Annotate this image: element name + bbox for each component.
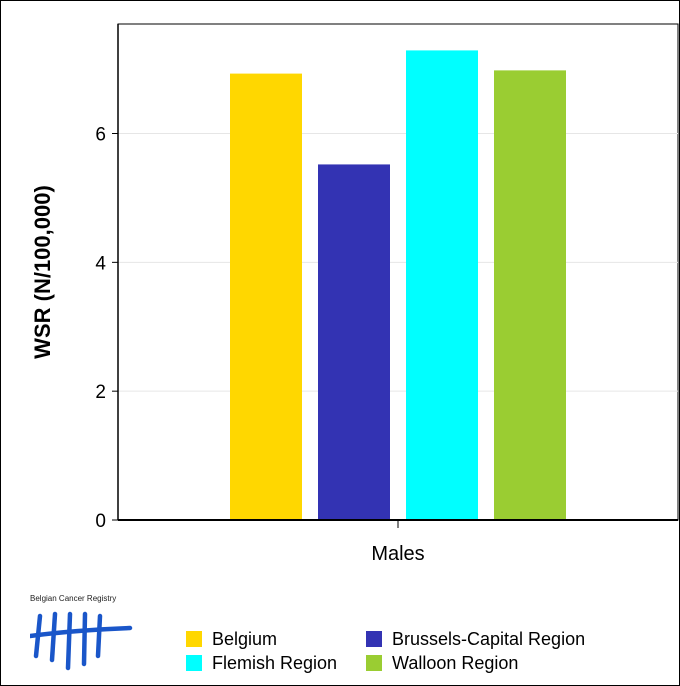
bar-walloon-region [494,70,566,521]
legend-label: Brussels-Capital Region [392,628,586,649]
logo-text: Belgian Cancer Registry [30,594,117,603]
legend-item-walloon: Walloon Region [366,652,518,674]
tally-marks-icon [30,611,133,671]
legend: Belgium Brussels-Capital Region Flemish … [186,628,626,676]
bar-belgium [230,73,302,520]
legend-label: Flemish Region [212,652,338,673]
bar-flemish-region [406,50,478,520]
bar-brussels-capital-region [318,164,390,521]
logo: Belgian Cancer Registry [30,594,140,676]
legend-item-flemish: Flemish Region [186,652,337,674]
legend-item-brussels: Brussels-Capital Region [366,628,585,650]
legend-swatch [366,631,382,647]
legend-swatch [186,631,202,647]
legend-label: Walloon Region [392,652,519,673]
x-tick-label: Males [371,543,424,565]
y-tick-label: 4 [95,253,106,274]
legend-swatch [366,655,382,671]
y-tick-label: 2 [95,382,106,403]
legend-item-belgium: Belgium [186,628,277,650]
plot-area [117,23,679,521]
y-tick-label: 6 [95,125,106,146]
legend-label: Belgium [212,628,278,649]
y-tick-label: 0 [95,511,106,532]
legend-swatch [186,655,202,671]
y-axis-label: WSR (N/100,000) [30,185,55,359]
